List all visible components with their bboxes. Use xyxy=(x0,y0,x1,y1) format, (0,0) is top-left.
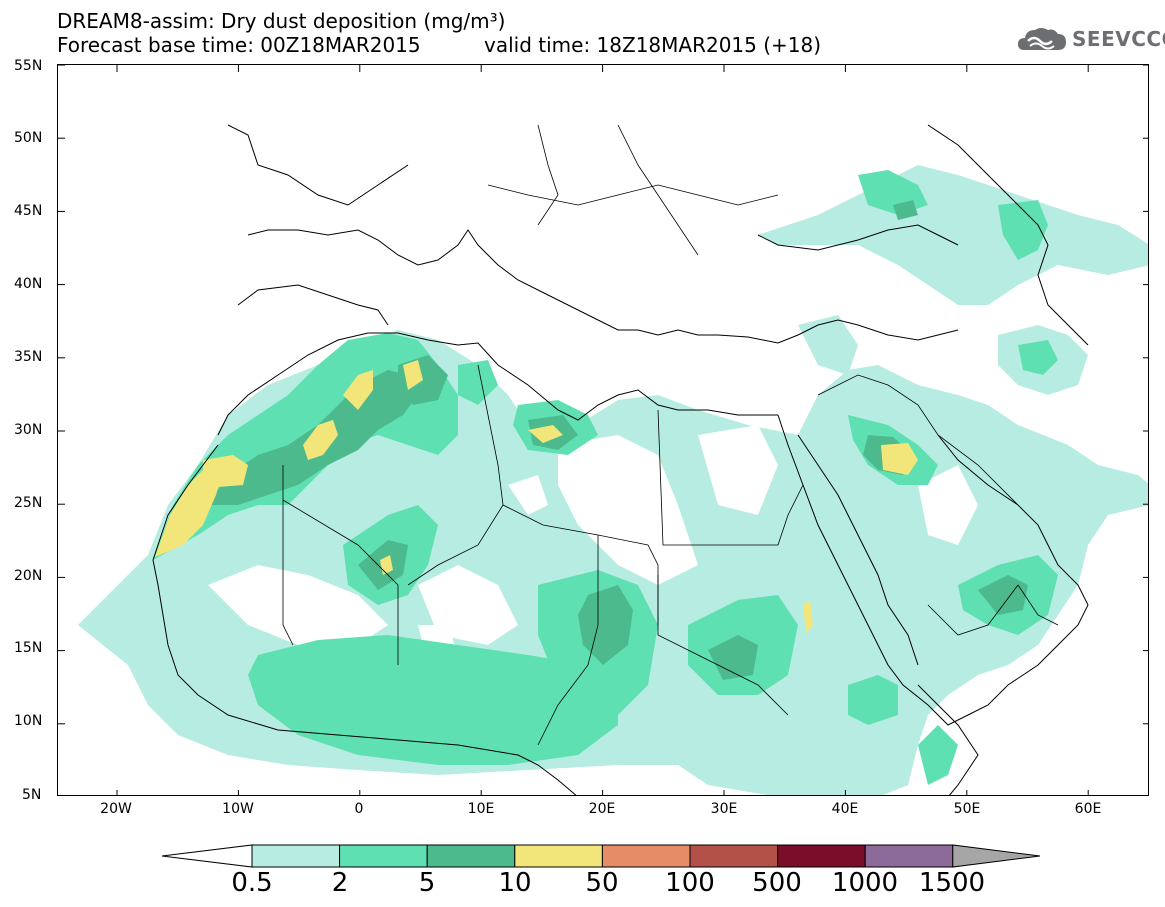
legend-swatch xyxy=(777,844,866,868)
lat-label: 55N xyxy=(14,58,43,74)
lat-label: 25N xyxy=(14,495,43,511)
lon-label: 30E xyxy=(710,801,738,817)
legend-swatch xyxy=(514,844,603,868)
legend-swatch xyxy=(426,844,516,868)
country-borders xyxy=(282,124,1059,746)
legend-swatch xyxy=(162,844,253,868)
lat-label: 20N xyxy=(14,568,43,584)
legend-swatch xyxy=(251,844,341,868)
lon-label: 20E xyxy=(588,801,616,817)
lat-label: 30N xyxy=(14,422,43,438)
map-canvas xyxy=(58,65,1148,795)
lat-label: 10N xyxy=(14,713,43,729)
legend-label: 50 xyxy=(585,868,619,898)
legend-label: 1000 xyxy=(831,868,899,898)
lat-label: 50N xyxy=(14,130,43,146)
legend-label: 100 xyxy=(665,868,715,898)
cloud-icon xyxy=(1018,28,1066,50)
legend-label: 10 xyxy=(498,868,532,898)
legend-swatch xyxy=(339,844,428,868)
legend-label: 1500 xyxy=(918,868,986,898)
legend-swatch xyxy=(952,844,1041,868)
map-frame[interactable] xyxy=(57,64,1149,796)
dust-gaps xyxy=(208,425,978,665)
lon-label: 0 xyxy=(354,801,364,817)
legend-label: 5 xyxy=(418,868,436,898)
valid-time: valid time: 18Z18MAR2015 (+18) xyxy=(484,33,822,57)
logo-text: SEEVCCC xyxy=(1072,27,1165,51)
lon-label: 60E xyxy=(1074,801,1102,817)
lat-label: 5N xyxy=(22,787,42,803)
legend-swatch xyxy=(864,844,954,868)
lon-label: 10W xyxy=(222,801,254,817)
forecast-base-time: Forecast base time: 00Z18MAR2015 xyxy=(57,33,421,57)
legend-colorbar xyxy=(162,844,1041,868)
lon-label: 10E xyxy=(467,801,495,817)
seevccc-logo: SEEVCCC xyxy=(1018,26,1165,52)
graticule-ticks xyxy=(58,65,1148,795)
legend-label: 500 xyxy=(752,868,802,898)
lat-label: 15N xyxy=(14,640,43,656)
coastlines xyxy=(152,124,1089,795)
chart-title: DREAM8-assim: Dry dust deposition (mg/m³… xyxy=(57,9,506,33)
lon-label: 20W xyxy=(100,801,132,817)
legend-swatch xyxy=(689,844,779,868)
legend-label: 2 xyxy=(331,868,349,898)
lon-label: 50E xyxy=(953,801,981,817)
lat-label: 45N xyxy=(14,203,43,219)
lat-label: 40N xyxy=(14,276,43,292)
legend-swatch xyxy=(601,844,691,868)
dust-shade-10-50 xyxy=(155,360,918,633)
lon-label: 40E xyxy=(831,801,859,817)
legend-label: 0.5 xyxy=(231,868,273,898)
lat-label: 35N xyxy=(14,349,43,365)
